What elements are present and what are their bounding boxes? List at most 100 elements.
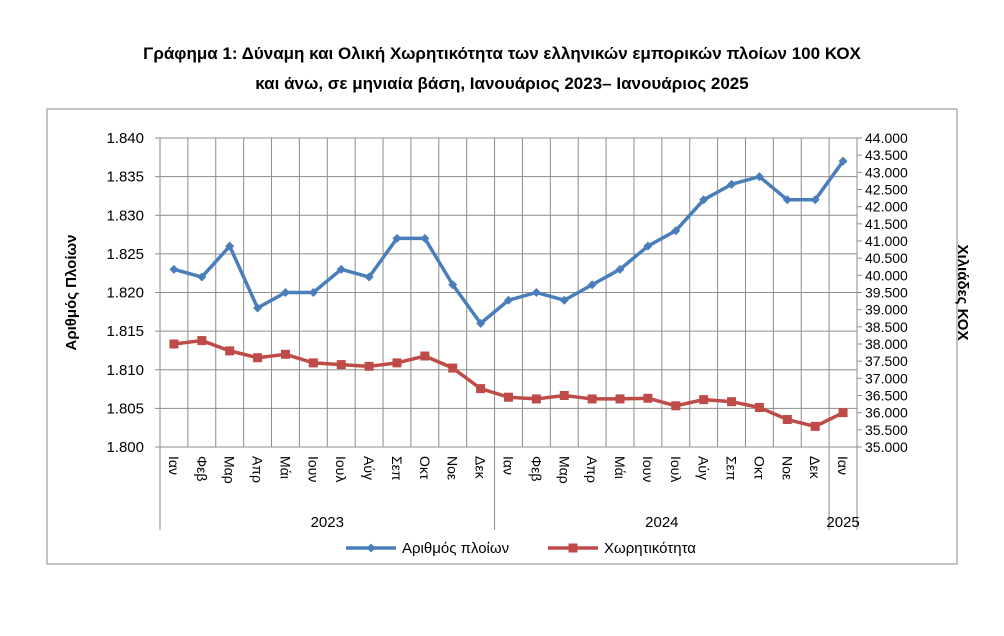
series-point-diamond	[225, 241, 235, 251]
series-point-diamond	[420, 233, 430, 243]
right-axis-tick-label: 39.500	[865, 285, 908, 301]
series-point-square	[420, 351, 430, 361]
left-axis-tick-label: 1.810	[106, 362, 144, 379]
x-axis-month-label: Απρ	[250, 456, 266, 483]
left-axis-tick-label: 1.840	[106, 130, 144, 147]
series-point-square	[253, 353, 263, 363]
x-axis-month-label: Ιουν	[640, 456, 656, 482]
right-axis-tick-label: 36.000	[865, 405, 908, 421]
series-point-diamond	[364, 272, 374, 282]
series-point-diamond	[671, 226, 681, 236]
series-point-diamond	[810, 195, 820, 205]
right-axis-tick-label: 35.500	[865, 422, 908, 438]
left-axis-tick-label: 1.815	[106, 323, 144, 340]
left-axis-tick-label: 1.825	[106, 246, 144, 263]
series-point-diamond	[643, 241, 653, 251]
x-axis-year-label: 2025	[826, 514, 859, 531]
x-axis-month-label: Οκτ	[417, 456, 433, 480]
x-axis-month-label: Ιουν	[305, 456, 321, 482]
series-point-diamond	[754, 172, 764, 182]
series-point-diamond	[280, 288, 290, 297]
x-axis-month-label: Μαρ	[222, 456, 238, 484]
right-axis-tick-label: 37.000	[865, 370, 908, 386]
series-point-square	[225, 346, 235, 356]
right-axis-tick-label: 40.500	[865, 250, 908, 266]
right-axis-tick-label: 35.000	[865, 439, 908, 455]
right-axis-tick-label: 42.500	[865, 182, 908, 198]
legend-label: Χωρητικότητα	[604, 540, 696, 557]
series-point-diamond	[559, 295, 569, 305]
series-point-square	[671, 401, 681, 411]
series-point-square	[754, 403, 764, 413]
series-point-square	[838, 408, 848, 418]
legend-swatch-diamond	[366, 543, 376, 553]
series-point-square	[699, 395, 709, 405]
series-point-diamond	[615, 264, 625, 274]
series-point-diamond	[448, 280, 458, 290]
series-point-diamond	[253, 303, 263, 313]
x-axis-month-label: Νοε	[779, 456, 795, 480]
right-axis-tick-label: 42.000	[865, 199, 908, 215]
series-point-diamond	[531, 288, 541, 297]
x-axis-month-label: Ιαν	[501, 456, 517, 475]
series-point-square	[504, 392, 513, 402]
x-axis-month-label: Αύγ	[696, 456, 712, 480]
right-axis-tick-label: 39.000	[865, 302, 908, 318]
left-axis-title: Αριθμός Πλοίων	[63, 234, 80, 350]
series-point-diamond	[392, 233, 402, 243]
x-axis-month-label: Ιαν	[835, 456, 851, 475]
left-axis-tick-label: 1.830	[106, 207, 144, 224]
right-axis-tick-label: 43.500	[865, 147, 908, 163]
x-axis-month-label: Δεκ	[807, 456, 823, 480]
chart-border	[46, 108, 958, 565]
x-axis-year-label: 2024	[645, 514, 678, 531]
series-point-square	[364, 361, 374, 371]
right-axis-tick-label: 40.000	[865, 267, 908, 283]
series-point-diamond	[336, 264, 346, 274]
x-axis-month-label: Σεπ	[724, 456, 740, 481]
right-axis-tick-label: 36.500	[865, 388, 908, 404]
series-point-diamond	[587, 280, 597, 290]
x-axis-month-label: Μάι	[612, 456, 628, 479]
series-point-square	[615, 394, 625, 404]
chart-title-line-2: και άνω, σε μηνιαία βάση, Ιανουάριος 202…	[255, 74, 749, 93]
right-axis-tick-label: 41.500	[865, 216, 908, 232]
series-point-square	[643, 393, 653, 403]
right-axis-tick-label: 43.000	[865, 164, 908, 180]
series-point-square	[531, 394, 541, 404]
x-axis-month-label: Αύγ	[361, 456, 377, 480]
x-axis-month-label: Απρ	[584, 456, 600, 483]
x-axis-month-label: Ιουλ	[668, 456, 684, 482]
series-point-diamond	[504, 295, 513, 305]
left-axis-tick-label: 1.835	[106, 169, 144, 186]
right-axis-tick-label: 38.000	[865, 336, 908, 352]
right-axis-title: Χιλιάδες ΚΟΧ	[954, 245, 971, 341]
chart-title-line-1: Γράφημα 1: Δύναμη και Ολική Χωρητικότητα…	[143, 44, 861, 63]
series-point-square	[587, 394, 597, 404]
x-axis-month-label: Οκτ	[751, 456, 767, 480]
x-axis-month-label: Φεβ	[194, 456, 210, 481]
x-axis-month-label: Δεκ	[473, 456, 489, 480]
legend-label: Αριθμός πλοίων	[402, 540, 509, 557]
series-point-diamond	[699, 195, 709, 205]
x-axis-month-label: Νοε	[445, 456, 461, 480]
series-point-square	[280, 349, 290, 359]
series-point-square	[392, 358, 402, 368]
series-point-square	[169, 339, 179, 349]
x-axis-year-label: 2023	[311, 514, 344, 531]
series-point-square	[476, 384, 486, 394]
x-axis-month-label: Ιαν	[166, 456, 182, 475]
series-point-square	[197, 336, 207, 346]
right-axis-tick-label: 41.000	[865, 233, 908, 249]
x-axis-month-label: Μαρ	[556, 456, 572, 484]
series-point-diamond	[169, 264, 179, 274]
series-point-diamond	[727, 179, 737, 189]
series-point-diamond	[838, 156, 848, 166]
series-point-square	[559, 391, 569, 400]
series-point-diamond	[782, 195, 792, 205]
series-point-diamond	[308, 288, 318, 297]
x-axis-month-label: Σεπ	[389, 456, 405, 481]
right-axis-tick-label: 44.000	[865, 130, 908, 146]
series-point-diamond	[476, 318, 486, 328]
